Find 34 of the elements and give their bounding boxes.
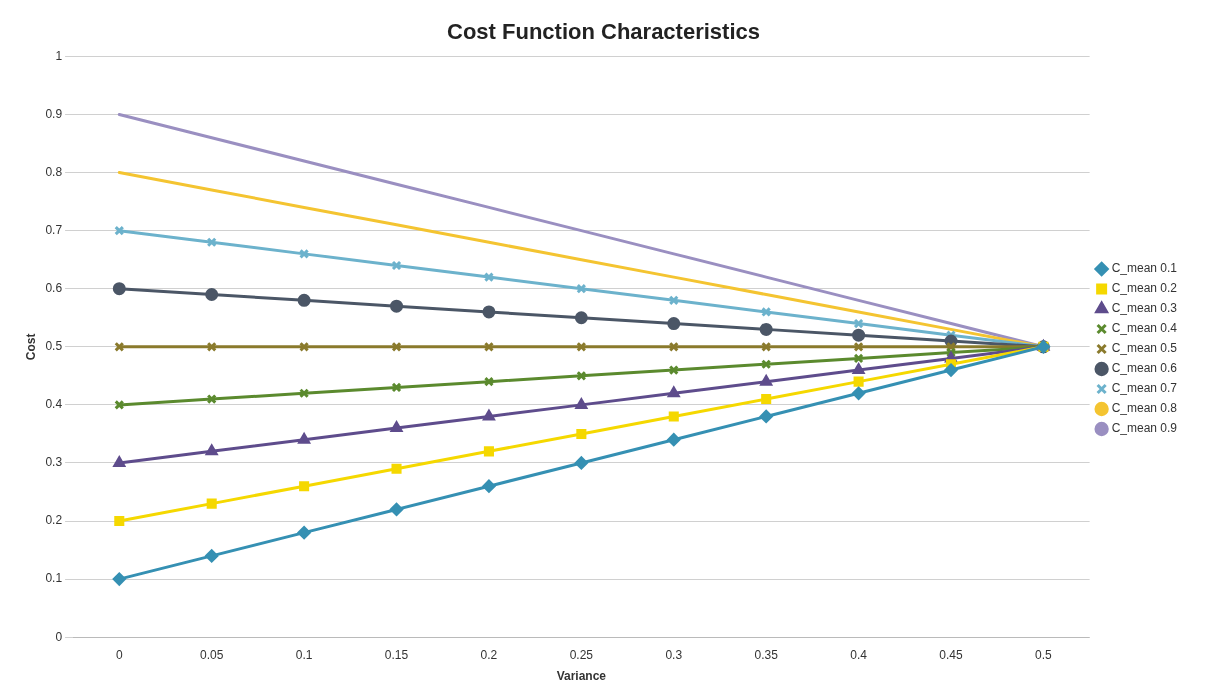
legend-label: C_mean 0.2 xyxy=(1111,281,1178,296)
y-tick-label: 0.1 xyxy=(45,571,63,586)
legend-label: C_mean 0.4 xyxy=(1111,321,1178,336)
legend-label: C_mean 0.3 xyxy=(1111,301,1178,316)
x-tick-label: 0.05 xyxy=(200,647,224,662)
y-tick-label: 0.6 xyxy=(45,281,63,296)
y-tick-label: 0.5 xyxy=(45,339,63,354)
x-tick-label: 0.1 xyxy=(295,647,313,662)
x-tick-label: 0.15 xyxy=(384,647,409,662)
x-tick-label: 0.2 xyxy=(480,647,498,662)
legend-label: C_mean 0.9 xyxy=(1111,421,1178,436)
y-tick-label: 0.9 xyxy=(45,106,63,121)
legend-label: C_mean 0.5 xyxy=(1111,341,1178,356)
y-tick-label: 0.3 xyxy=(45,455,63,470)
x-tick-label: 0 xyxy=(115,647,123,662)
legend-label: C_mean 0.8 xyxy=(1111,401,1178,416)
y-tick-label: 1 xyxy=(55,48,63,63)
y-tick-label: 0.8 xyxy=(45,164,63,179)
x-tick-label: 0.4 xyxy=(850,647,868,662)
legend-label: C_mean 0.6 xyxy=(1111,361,1178,376)
legend-label: C_mean 0.1 xyxy=(1111,261,1178,276)
x-tick-label: 0.5 xyxy=(1035,647,1053,662)
y-tick-label: 0.7 xyxy=(45,222,63,237)
y-axis-title: Cost xyxy=(23,333,38,361)
y-tick-label: 0 xyxy=(55,629,63,644)
y-tick-label: 0.4 xyxy=(45,397,63,412)
x-tick-label: 0.25 xyxy=(569,647,594,662)
x-tick-label: 0.3 xyxy=(665,647,683,662)
x-tick-label: 0.45 xyxy=(939,647,964,662)
x-tick-label: 0.35 xyxy=(754,647,779,662)
chart-title: Cost Function Characteristics xyxy=(447,19,760,45)
legend-label: C_mean 0.7 xyxy=(1111,381,1178,396)
y-tick-label: 0.2 xyxy=(45,513,63,528)
x-axis-title: Variance xyxy=(556,669,607,684)
